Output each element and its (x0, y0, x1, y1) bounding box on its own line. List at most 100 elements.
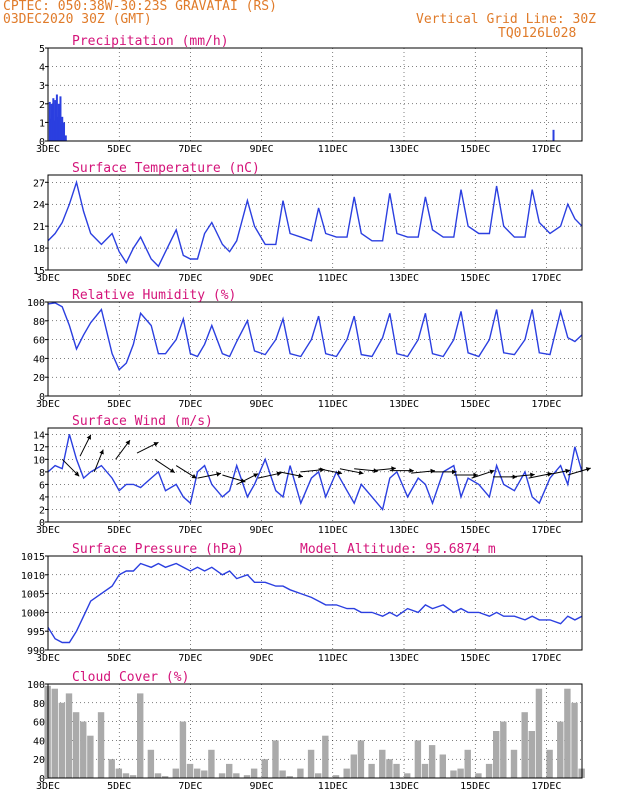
cloud-bar (186, 763, 194, 778)
cloud-bar (154, 773, 162, 778)
x-tick-label: 7DEC (178, 653, 202, 664)
x-tick-label: 11DEC (318, 781, 348, 792)
y-tick-label: 3 (39, 81, 45, 92)
x-tick-label: 9DEC (250, 144, 274, 155)
y-tick-label: 20 (33, 755, 45, 766)
x-tick-label: 7DEC (178, 399, 202, 410)
cloud-bar (414, 740, 422, 778)
wind-arrowhead (409, 468, 414, 474)
cloud-bar (208, 749, 215, 778)
cloud-bar (51, 688, 58, 778)
cloud-bar (564, 688, 571, 778)
cloud-bar (428, 745, 436, 778)
cloud-bar (350, 754, 358, 778)
y-tick-label: 995 (27, 627, 45, 638)
cloud-bar (147, 749, 155, 778)
plot-frame (47, 683, 583, 779)
cloud-bar (510, 749, 518, 778)
cloud-bar (500, 721, 507, 778)
x-tick-label: 13DEC (389, 781, 419, 792)
chart-title: Surface Wind (m/s) (72, 414, 213, 429)
model-code: TQ0126L028 (498, 26, 577, 41)
cloud-bar (297, 768, 304, 778)
cloud-bar (122, 773, 130, 778)
plot-frame (47, 301, 583, 397)
x-tick-label: 3DEC (36, 653, 60, 664)
precip-bar (64, 135, 67, 141)
y-tick-label: 6 (39, 480, 45, 491)
wind-arrowhead (216, 471, 222, 477)
cloud-bar (557, 721, 564, 778)
precip-bar (552, 129, 555, 141)
grid-line-note: Vertical Grid Line: 30Z (416, 12, 597, 27)
x-tick-label: 5DEC (107, 653, 131, 664)
pressure-line (47, 562, 583, 644)
precip-bar (52, 98, 55, 141)
chart-title: Relative Humidity (%) (72, 288, 236, 303)
cloud-bar (571, 702, 578, 778)
x-tick-label: 13DEC (389, 144, 419, 155)
x-tick-label: 5DEC (107, 273, 131, 284)
temp-line (47, 179, 583, 268)
x-tick-label: 17DEC (531, 525, 561, 536)
plot-frame (47, 427, 583, 523)
y-tick-label: 5 (39, 44, 45, 55)
cloud-bar (243, 775, 251, 778)
cloud-bar (115, 768, 123, 778)
wind-arrowhead (358, 470, 364, 475)
x-tick-label: 13DEC (389, 399, 419, 410)
cloud-bar (421, 763, 429, 778)
wind-arrowhead (153, 442, 159, 447)
cloud-bar (450, 770, 457, 778)
cloud-panel: 3DEC 5DEC 7DEC 9DEC 11DEC 13DEC 15DEC 17DEC 0 20 4… (27, 670, 585, 792)
chart-title: Precipitation (mm/h) (72, 34, 229, 49)
y-tick-label: 2 (39, 100, 45, 111)
y-tick-label: 27 (33, 178, 45, 189)
x-tick-label: 9DEC (250, 399, 274, 410)
y-tick-label: 80 (33, 317, 45, 328)
chart-title: Cloud Cover (%) (72, 670, 189, 685)
wind-arrowhead (489, 469, 495, 475)
x-tick-label: 3DEC (36, 144, 60, 155)
pressure-panel: 3DEC 5DEC 7DEC 9DEC 11DEC 13DEC 15DEC 17DEC 990 9… (21, 542, 583, 664)
cloud-bar (279, 770, 286, 778)
y-tick-label: 21 (33, 222, 45, 233)
y-tick-label: 2 (39, 505, 45, 516)
x-tick-label: 3DEC (36, 781, 60, 792)
y-tick-label: 4 (39, 63, 45, 74)
x-tick-label: 7DEC (178, 525, 202, 536)
y-tick-label: 1 (39, 118, 45, 129)
wind-arrowhead (74, 471, 80, 477)
x-tick-label: 15DEC (460, 399, 490, 410)
cloud-bar (58, 702, 66, 778)
x-tick-label: 5DEC (107, 525, 131, 536)
y-tick-label: 20 (33, 373, 45, 384)
x-tick-label: 15DEC (460, 525, 490, 536)
cloud-bar (493, 731, 500, 778)
wind-arrowhead (473, 472, 478, 478)
cloud-bar (546, 749, 553, 778)
wind-line (47, 434, 583, 512)
cloud-bar (286, 776, 293, 778)
wind-arrowhead (430, 468, 436, 474)
wind-arrowhead (169, 468, 175, 473)
cloud-bar (226, 763, 233, 778)
cloud-bar (404, 773, 411, 778)
cloud-bar (161, 776, 169, 778)
plot-frame (47, 174, 583, 271)
cloud-bar (261, 759, 269, 778)
cloud-bar (386, 759, 393, 778)
date-header: 03DEC2020 30Z (GMT) (3, 12, 152, 27)
wind-arrowhead (99, 449, 104, 455)
x-tick-label: 11DEC (318, 144, 348, 155)
y-tick-label: 0 (39, 774, 45, 785)
x-tick-label: 7DEC (178, 781, 202, 792)
wind-arrowhead (125, 440, 131, 446)
y-tick-label: 60 (33, 718, 45, 729)
x-tick-label: 15DEC (460, 653, 490, 664)
wind-panel: 3DEC 5DEC 7DEC 9DEC 11DEC 13DEC 15DEC 17DEC 0 24 6… (33, 414, 591, 536)
cloud-bar (457, 768, 464, 778)
cloud-bar (322, 735, 329, 778)
y-tick-label: 4 (39, 493, 45, 504)
x-tick-label: 11DEC (318, 399, 348, 410)
